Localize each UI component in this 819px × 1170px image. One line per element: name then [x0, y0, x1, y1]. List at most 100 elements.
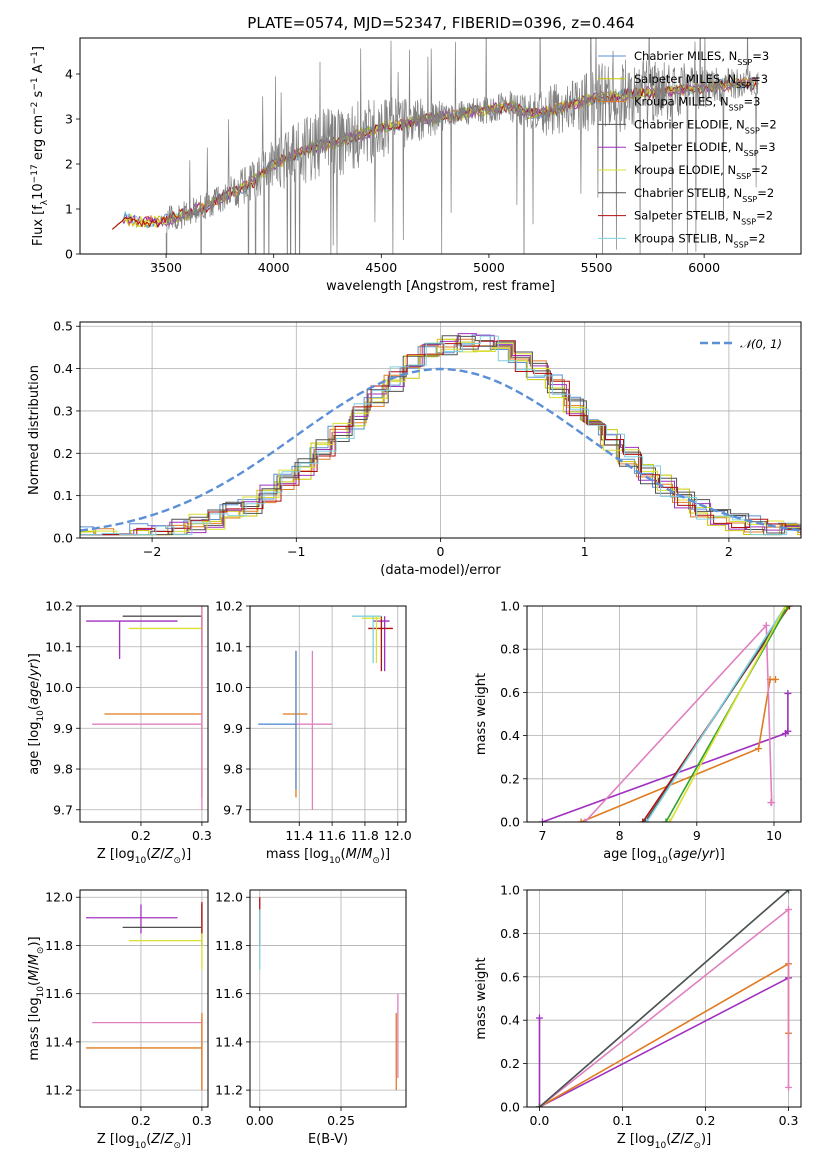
massweight-line [538, 890, 790, 1107]
axis-label: E(B-V) [308, 1132, 348, 1147]
x-tick-label: 11.8 [351, 828, 379, 843]
axis-label-part: )] [181, 847, 191, 862]
x-tick-label: 8 [616, 828, 624, 843]
axes-frame [79, 37, 802, 255]
x-tick-label: 0.00 [246, 1113, 274, 1128]
axis-label: mass [log10(M/M⊙)] [27, 936, 46, 1060]
legend-label-sub: SSP [737, 58, 752, 67]
axis-label-part: −1 [30, 51, 40, 64]
legend-label-base: Chabrier STELIB, N [634, 186, 742, 200]
axis-label-part: yr [27, 662, 42, 678]
axis-label-part: M [27, 970, 42, 981]
residual-histogram [80, 335, 801, 536]
legend-label-base: Salpeter MILES, N [634, 72, 736, 86]
legend-label: Salpeter MILES, NSSP=3 [634, 72, 768, 90]
axis-label-part: ( [666, 1132, 671, 1147]
axis-label-part: M [27, 954, 42, 965]
residual-histogram [80, 342, 801, 536]
axis-label-part: Z [150, 1132, 161, 1147]
axis-label-part: / [160, 1132, 165, 1147]
x-tick-label: 1 [581, 544, 589, 559]
axis-label-part: Z [log [97, 847, 135, 862]
legend-label: Salpeter ELODIE, NSSP=3 [634, 140, 776, 158]
y-tick-label: 0.8 [500, 926, 520, 941]
massweight-line [542, 693, 789, 822]
massweight-line [669, 606, 787, 822]
x-tick-label: −2 [143, 544, 161, 559]
legend-label-sub: SSP [736, 80, 751, 89]
axis-label-part: λ [40, 199, 50, 205]
x-tick-label: 11.4 [285, 828, 313, 843]
y-tick-label: 11.8 [215, 938, 243, 953]
y-tick-label: 0 [65, 247, 73, 262]
y-tick-label: 0.5 [53, 319, 73, 334]
y-tick-label: 0.2 [53, 446, 73, 461]
axis-label-part: 10 [31, 183, 46, 200]
y-tick-label: 10.1 [215, 639, 243, 654]
axis-label-part: )] [380, 847, 390, 862]
axis-label-part: yr [701, 847, 717, 862]
axis-label-part: )] [701, 1132, 711, 1147]
axis-label-part: M [346, 847, 357, 862]
y-tick-label: 0.0 [500, 1100, 520, 1115]
axis-label-part: ( [668, 847, 673, 862]
legend-label-tail: =3 [751, 72, 768, 86]
axis-label-part: mass [log [266, 847, 329, 862]
axis-label-part: age [673, 847, 697, 862]
panel-massweight_vs_Z: 0.0 0.1 0.2 0.30.00.20.40.60.81.0Z [log10(Z… [474, 883, 802, 1151]
massweight-lines [535, 890, 793, 1107]
normal-curve [80, 367, 801, 532]
y-tick-label: 0.0 [53, 531, 73, 546]
residual-lines [80, 333, 801, 536]
x-tick-label: 0.0 [530, 1113, 550, 1128]
massweight-line [584, 623, 773, 822]
y-tick-label: 0.4 [500, 1013, 520, 1028]
axis-label-part: )] [715, 847, 725, 862]
legend-label-tail: =2 [751, 163, 768, 177]
axis-label-part: ⊙ [372, 856, 380, 866]
y-tick-label: 9.8 [223, 762, 243, 777]
legend-label-sub: SSP [736, 172, 751, 181]
legend-label-base: Kroupa MILES, N [634, 95, 729, 109]
x-tick-label: 0.2 [131, 1113, 151, 1128]
legend-label: Chabrier STELIB, NSSP=2 [634, 186, 774, 204]
spectrum-lines [86, 38, 759, 254]
axes-frame [249, 605, 407, 823]
errorbar-group [258, 615, 393, 810]
axis-label-part: 10 [329, 856, 341, 866]
axis-label-part: Z [log [617, 1132, 655, 1147]
axis-label-part: age [27, 681, 42, 705]
axis-label: mass weight [474, 673, 489, 755]
legend-label-tail: =2 [756, 209, 773, 223]
massweight-line [539, 907, 790, 1107]
axis-label: Z [log10(Z/Z⊙)] [97, 847, 191, 866]
legend-label-tail: =2 [760, 117, 777, 131]
axes-frame [526, 605, 802, 823]
y-tick-label: 0.4 [500, 728, 520, 743]
axis-label-part: −17 [30, 164, 40, 183]
x-tick-label: 3500 [150, 260, 182, 275]
y-tick-label: 11.4 [45, 1034, 73, 1049]
axis-label-part: Z [164, 847, 175, 862]
x-tick-label: 0.25 [327, 1113, 355, 1128]
axis-label: Z [log10(Z/Z⊙)] [617, 1132, 711, 1151]
axis-label-part: / [357, 847, 362, 862]
x-tick-label: −1 [287, 544, 305, 559]
axis-label-part: 10 [135, 856, 147, 866]
axis-label-part: )] [27, 936, 42, 946]
axis-label: Normed distribution [27, 365, 42, 495]
legend-label-sub: SSP [745, 126, 760, 135]
legend-label-tail: =2 [757, 186, 774, 200]
axis-label-part: Z [150, 847, 161, 862]
axis-label-part: / [27, 676, 42, 681]
panel-age_vs_mass: 11.4 11.6 11.8 12.0 9.7 9.8 9.9 10.0 10.1 10.2 mas… [215, 599, 412, 867]
axis-label-part: Z [670, 1132, 681, 1147]
axis-label-part: / [160, 847, 165, 862]
x-tick-label: 10 [766, 828, 782, 843]
y-tick-label: 11.6 [215, 986, 243, 1001]
axis-label-part: / [697, 847, 702, 862]
axis-label-part: )] [181, 1132, 191, 1147]
axis-label-part: 10 [36, 986, 46, 998]
